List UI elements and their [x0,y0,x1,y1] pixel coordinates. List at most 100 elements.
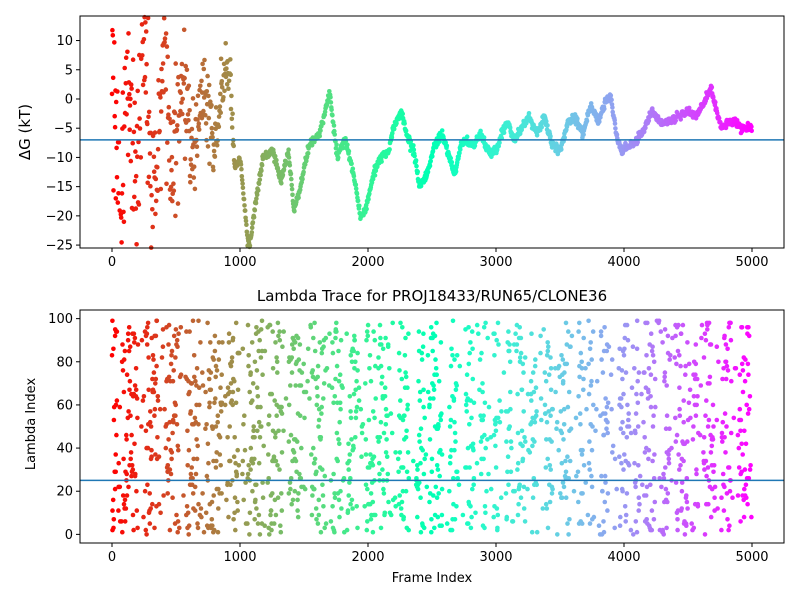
data-point [114,432,119,438]
data-point [723,359,729,365]
data-point [711,95,716,100]
data-point [211,148,217,154]
data-point [237,350,242,356]
data-point [214,458,219,464]
data-point [266,476,272,481]
data-point [672,355,677,360]
data-point [711,463,717,468]
data-point [714,417,720,423]
data-point [266,413,272,419]
x-tick-label: 3000 [479,550,512,565]
data-point [521,484,527,490]
data-point [678,363,683,369]
data-point [182,75,187,81]
data-point [728,430,734,436]
data-point [193,378,198,384]
data-point [716,359,721,365]
data-point [390,131,395,136]
data-point [628,527,634,533]
data-point [249,225,255,231]
data-point [368,517,374,522]
data-point [469,514,474,520]
data-point [194,153,200,159]
data-point [188,409,194,414]
data-point [321,344,326,350]
data-point [427,499,432,505]
data-point [150,353,156,358]
data-point [163,445,169,451]
data-point [597,119,602,124]
data-point [170,198,175,204]
data-point [725,368,731,373]
data-point [229,93,234,99]
data-point [117,208,122,213]
data-point [125,49,130,55]
data-point [176,331,181,337]
data-point [652,376,658,382]
data-point [506,482,511,488]
x-tick-label: 2000 [351,550,384,565]
data-point [568,426,574,432]
data-point [617,346,622,352]
data-point [434,495,440,501]
data-point [229,355,235,360]
data-point [201,108,206,114]
data-point [266,422,271,427]
data-point [746,372,751,378]
data-point [417,398,423,403]
data-point [239,174,245,179]
x-tick-label: 1000 [223,255,256,270]
data-point [151,154,157,160]
data-point [320,482,325,488]
data-point [298,383,304,388]
data-point [265,480,271,485]
data-point [693,342,699,347]
data-point [209,130,215,136]
data-point [257,337,263,343]
data-point [320,467,325,472]
data-point [736,445,742,451]
data-point [467,465,472,470]
data-point [724,363,730,369]
data-point [684,499,690,505]
data-point [383,422,389,427]
data-point [564,124,570,129]
data-point [148,424,154,429]
data-point [126,409,131,414]
data-point [298,476,304,481]
data-point [254,506,259,511]
data-point [608,372,614,378]
data-point [290,497,296,503]
data-point [289,182,295,188]
data-point [589,357,594,362]
data-point [471,400,477,406]
data-point [429,456,435,462]
data-point [411,458,416,464]
data-point [208,340,213,345]
data-point [467,350,473,356]
data-point [236,463,242,468]
data-point [309,452,314,457]
data-point [255,188,261,193]
data-point [505,469,510,475]
data-point [455,476,461,481]
data-point [219,491,224,496]
data-point [224,497,229,503]
delta-g-panel: 0 1000 2000 3000 4000 5000 −25−20−15−10−50510… [16,14,785,270]
data-point [683,372,688,378]
data-point [155,146,161,152]
data-point [364,329,370,334]
data-point [667,426,672,432]
data-point [302,415,307,421]
data-point [252,207,258,213]
data-point [448,155,454,161]
data-point [205,73,210,79]
data-point [419,357,425,362]
data-point [610,109,615,115]
data-point [720,471,726,477]
data-point [693,413,699,419]
data-point [621,391,626,397]
data-point [351,348,357,354]
data-point [145,325,150,330]
data-point [226,331,232,337]
